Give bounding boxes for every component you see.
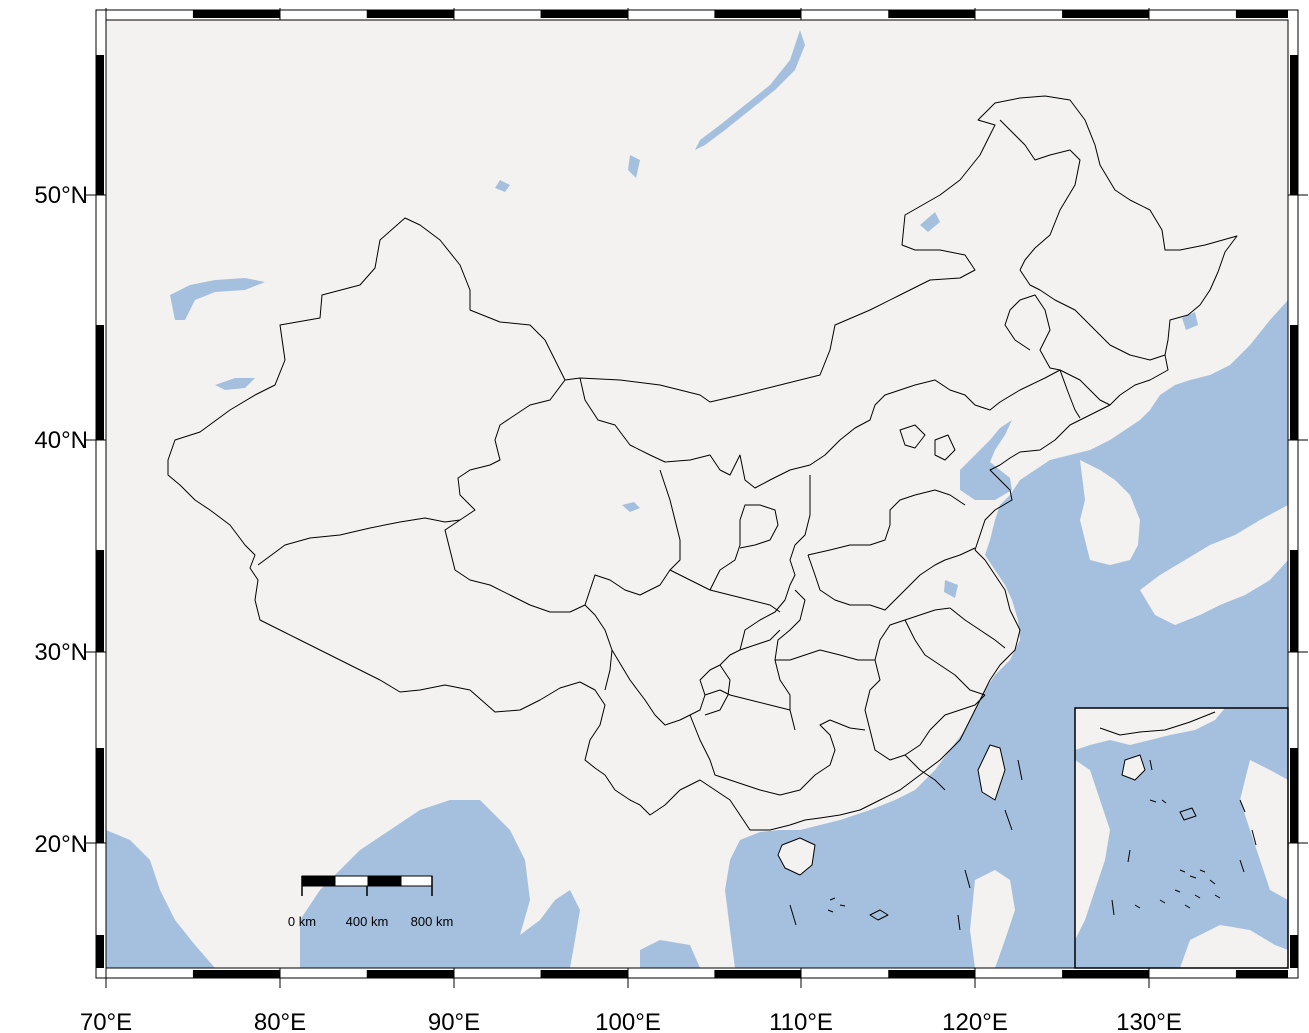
frame-segment — [888, 10, 976, 18]
frame-segment — [1062, 970, 1149, 978]
frame-outline — [95, 9, 1299, 979]
scale-label: 0 km — [288, 914, 316, 929]
y-tick-label: 40°N — [34, 427, 88, 454]
frame-segment — [1235, 10, 1288, 18]
frame-segment — [96, 550, 104, 652]
x-tick-label: 90°E — [428, 1009, 480, 1033]
frame-segment — [714, 970, 802, 978]
frame-segment — [96, 55, 104, 195]
frame-segment — [1290, 325, 1298, 440]
frame-segment — [888, 970, 976, 978]
frame-segment — [1149, 970, 1236, 978]
frame-segment — [366, 970, 454, 978]
frame-segment — [1290, 652, 1298, 748]
x-tick-label: 70°E — [80, 1009, 132, 1033]
frame-segment — [96, 748, 104, 843]
province-borders — [257, 119, 1166, 931]
frame-segment — [801, 10, 889, 18]
frame-segment — [1149, 10, 1236, 18]
frame-segment — [366, 10, 454, 18]
x-axis-labels: 70°E 80°E 90°E 100°E 110°E 120°E 130°E — [80, 1009, 1182, 1033]
map-frame — [86, 8, 1308, 988]
frame-segment — [96, 20, 104, 55]
frame-segment — [279, 10, 367, 18]
frame-segment — [96, 325, 104, 440]
frame-segment — [96, 440, 104, 550]
inset-map — [1074, 707, 1289, 969]
y-tick-label: 50°N — [34, 182, 88, 209]
frame-segment — [1235, 970, 1288, 978]
frame-segment — [96, 843, 104, 935]
frame-segment — [453, 10, 541, 18]
frame-segment — [801, 970, 889, 978]
frame-segment — [1290, 55, 1298, 195]
frame-segment — [96, 652, 104, 748]
frame-segment — [975, 10, 1063, 18]
frame-segment — [106, 970, 193, 978]
frame-segment — [1290, 550, 1298, 652]
scale-label: 400 km — [346, 914, 389, 929]
frame-segment — [279, 970, 367, 978]
frame-segment — [1290, 440, 1298, 550]
frame-segment — [1062, 10, 1149, 18]
x-tick-label: 100°E — [595, 1009, 661, 1033]
china-border — [167, 95, 1238, 831]
frame-segment — [540, 970, 628, 978]
scale-bar: 0 km 400 km 800 km — [288, 875, 454, 929]
frame-segment — [627, 970, 715, 978]
x-tick-label: 110°E — [769, 1009, 833, 1033]
frame-segment — [192, 970, 280, 978]
frame-segment — [453, 970, 541, 978]
land-islands — [778, 22, 1288, 968]
frame-inner — [105, 19, 1289, 969]
frame-segment — [1290, 20, 1298, 55]
frame-segment — [1290, 843, 1298, 935]
frame-segment — [96, 195, 104, 325]
frame-segment — [96, 935, 104, 968]
x-tick-label: 130°E — [1116, 1009, 1182, 1033]
scale-label: 800 km — [411, 914, 454, 929]
y-tick-label: 30°N — [34, 639, 88, 666]
frame-segment — [975, 970, 1063, 978]
y-tick-label: 20°N — [34, 831, 88, 858]
frame-segment — [1290, 195, 1298, 325]
y-axis-labels: 50°N 40°N 30°N 20°N — [34, 182, 88, 858]
x-tick-label: 120°E — [942, 1009, 1008, 1033]
x-tick-label: 80°E — [254, 1009, 306, 1033]
frame-segment — [627, 10, 715, 18]
frame-segment — [714, 10, 802, 18]
frame-segment — [1290, 935, 1298, 968]
frame-segment — [106, 10, 193, 18]
frame-segment — [192, 10, 280, 18]
sea-areas — [106, 30, 1288, 968]
frame-segment — [1290, 748, 1298, 843]
frame-segment — [540, 10, 628, 18]
